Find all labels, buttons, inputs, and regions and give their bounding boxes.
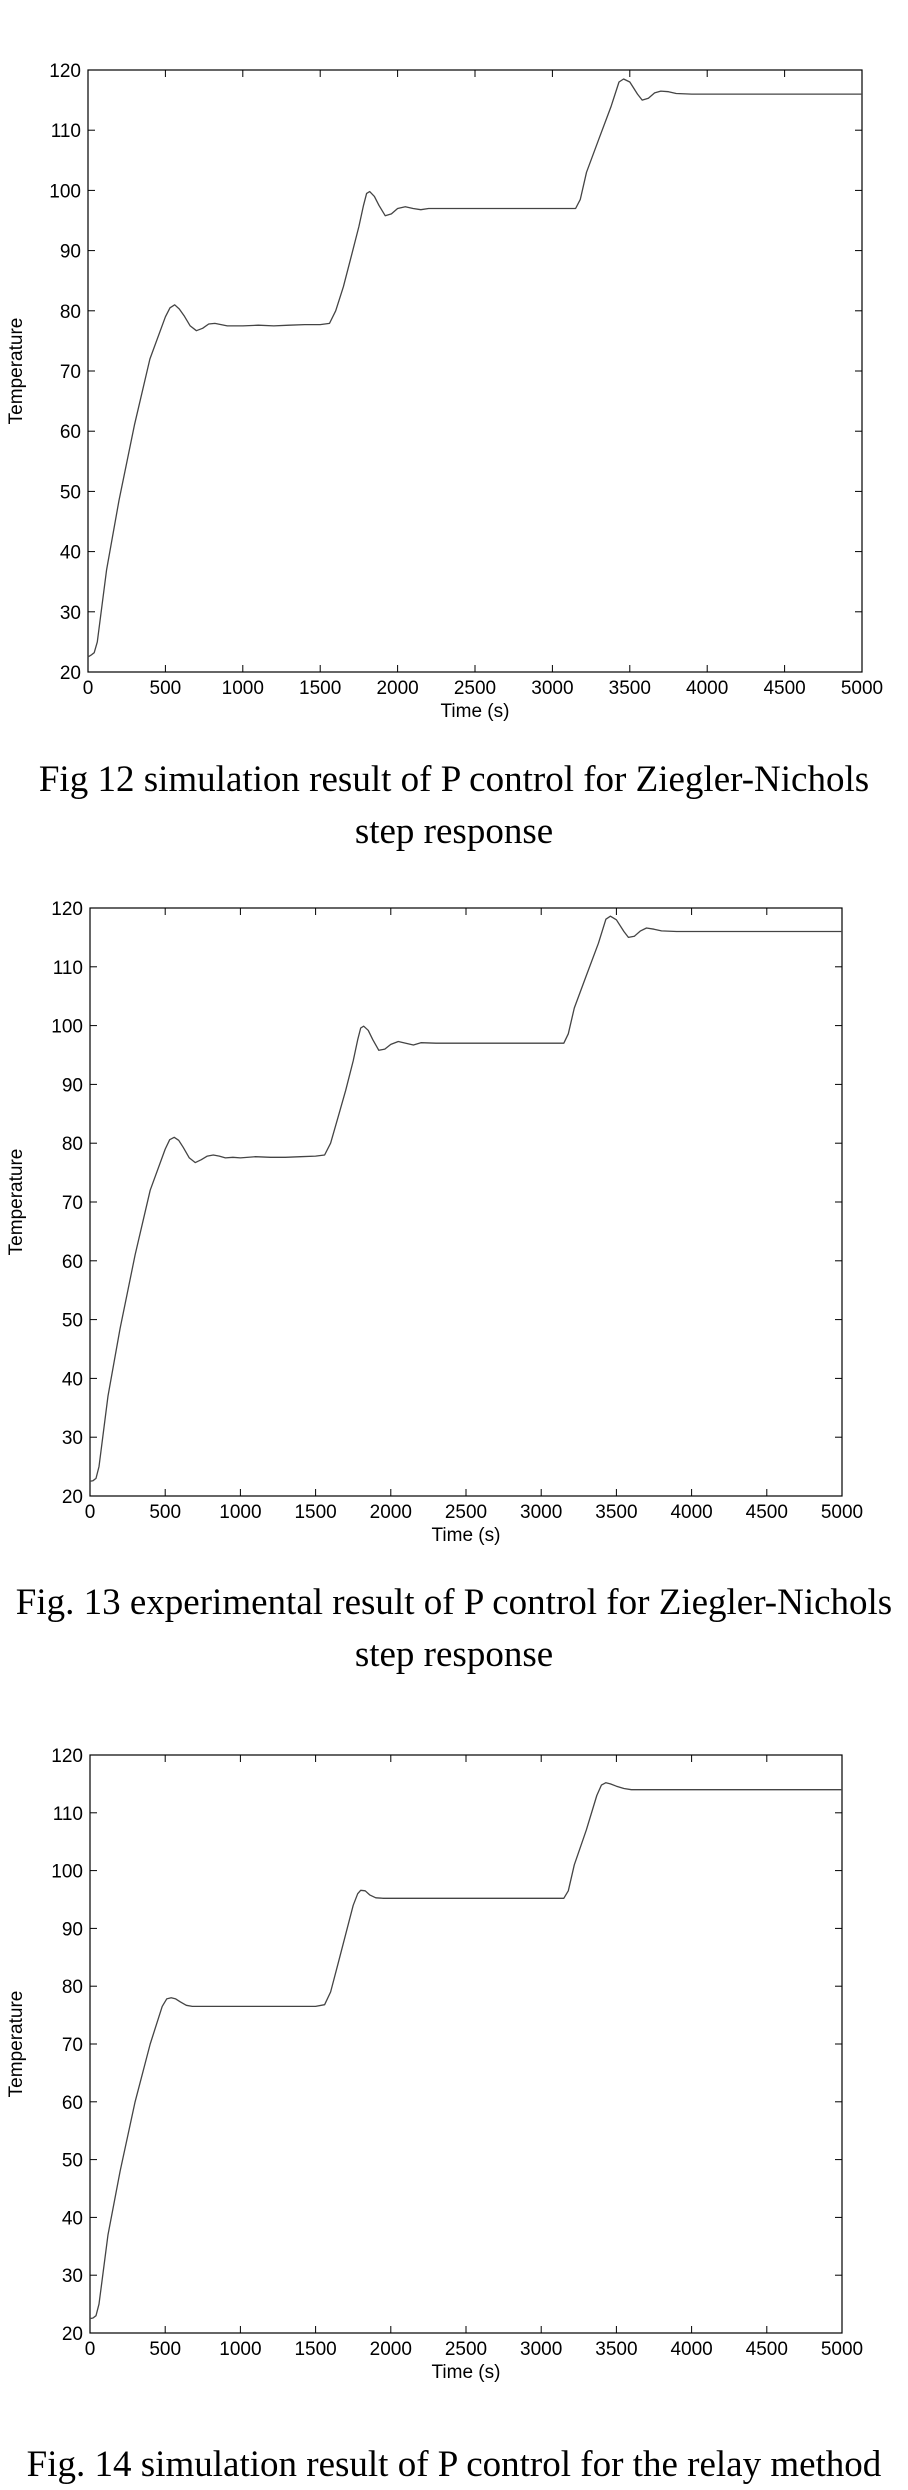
y-tick-label: 50 bbox=[62, 2151, 83, 2172]
y-axis-label: Temperature bbox=[6, 318, 27, 425]
chart-fig13: 0 500 1000 1500 2000 2500 3000 3500 4000 4500 5000… bbox=[6, 899, 863, 1546]
x-tick-label: 5000 bbox=[821, 1502, 863, 1523]
y-tick-label: 40 bbox=[62, 1369, 83, 1390]
x-tick-label: 500 bbox=[149, 2339, 181, 2360]
y-tick-label: 60 bbox=[62, 1252, 83, 1273]
x-tick-label: 3500 bbox=[595, 1502, 637, 1523]
y-tick-label: 20 bbox=[60, 663, 81, 684]
y-tick-label: 80 bbox=[62, 1134, 83, 1155]
y-tick-label: 30 bbox=[62, 2266, 83, 2287]
x-tick-label: 1500 bbox=[294, 1502, 336, 1523]
x-tick-label: 1000 bbox=[222, 678, 264, 699]
y-tick-label: 80 bbox=[62, 1977, 83, 1998]
temperature-line bbox=[87, 78, 862, 658]
x-tick-label: 3500 bbox=[595, 2339, 637, 2360]
x-tick-label: 3000 bbox=[531, 678, 573, 699]
y-tick-label: 50 bbox=[62, 1311, 83, 1332]
temperature-line bbox=[89, 915, 842, 1482]
x-tick-label: 5000 bbox=[821, 2339, 863, 2360]
y-tick-label: 120 bbox=[51, 1746, 83, 1767]
x-tick-label: 2500 bbox=[445, 2339, 487, 2360]
plot-frame bbox=[89, 907, 843, 1497]
y-tick-label: 40 bbox=[62, 2208, 83, 2229]
x-tick-label: 4500 bbox=[763, 678, 805, 699]
y-tick-label: 70 bbox=[62, 2035, 83, 2056]
y-tick-label: 100 bbox=[51, 1862, 83, 1883]
x-tick-label: 4000 bbox=[670, 1502, 712, 1523]
x-tick-label: 500 bbox=[149, 1502, 181, 1523]
x-tick-label: 4500 bbox=[746, 1502, 788, 1523]
chart-fig14: 0 500 1000 1500 2000 2500 3000 3500 4000 4500 5000… bbox=[6, 1746, 863, 2383]
y-tick-label: 90 bbox=[62, 1919, 83, 1940]
x-tick-label: 2000 bbox=[370, 1502, 412, 1523]
y-tick-label: 120 bbox=[51, 899, 83, 920]
caption-fig14-line1: Fig. 14 simulation result of P control f… bbox=[26, 2444, 882, 2485]
x-axis-label: Time (s) bbox=[432, 1525, 501, 1546]
x-tick-label: 500 bbox=[150, 678, 182, 699]
x-tick-label: 1000 bbox=[219, 1502, 261, 1523]
y-tick-label: 70 bbox=[60, 362, 81, 383]
y-tick-label: 80 bbox=[60, 302, 81, 323]
caption-fig13-line2: step response bbox=[354, 1634, 554, 1675]
caption-fig13-line1: Fig. 13 experimental result of P control… bbox=[15, 1582, 893, 1623]
chart-fig12: 0 500 1000 1500 2000 2500 3000 3500 4000 4500 5000… bbox=[6, 61, 883, 722]
caption-fig12-line2: step response bbox=[354, 811, 554, 852]
y-tick-label: 20 bbox=[62, 1487, 83, 1508]
y-tick-label: 50 bbox=[60, 482, 81, 503]
x-tick-label: 4500 bbox=[746, 2339, 788, 2360]
x-tick-label: 2000 bbox=[370, 2339, 412, 2360]
y-tick-label: 120 bbox=[49, 61, 81, 82]
plot-frame bbox=[87, 69, 863, 673]
x-tick-label: 5000 bbox=[841, 678, 883, 699]
y-tick-label: 100 bbox=[49, 181, 81, 202]
x-tick-label: 4000 bbox=[670, 2339, 712, 2360]
temperature-line bbox=[89, 1782, 842, 2320]
x-tick-label: 3000 bbox=[520, 1502, 562, 1523]
x-tick-label: 2000 bbox=[376, 678, 418, 699]
y-tick-label: 60 bbox=[62, 2093, 83, 2114]
x-tick-label: 0 bbox=[85, 1502, 96, 1523]
x-tick-label: 2500 bbox=[454, 678, 496, 699]
y-tick-label: 110 bbox=[51, 121, 81, 142]
y-tick-label: 40 bbox=[60, 543, 81, 564]
y-axis-label: Temperature bbox=[6, 1149, 27, 1256]
x-tick-label: 0 bbox=[85, 2339, 96, 2360]
y-tick-label: 30 bbox=[62, 1428, 83, 1449]
y-tick-label: 110 bbox=[53, 1804, 83, 1825]
x-tick-label: 0 bbox=[83, 678, 94, 699]
x-tick-label: 1500 bbox=[299, 678, 341, 699]
y-tick-label: 110 bbox=[53, 958, 83, 979]
x-tick-label: 2500 bbox=[445, 1502, 487, 1523]
x-tick-label: 3000 bbox=[520, 2339, 562, 2360]
y-tick-label: 70 bbox=[62, 1193, 83, 1214]
plot-frame bbox=[89, 1754, 843, 2334]
x-axis-label: Time (s) bbox=[441, 701, 510, 722]
y-tick-label: 60 bbox=[60, 422, 81, 443]
y-tick-label: 100 bbox=[51, 1017, 83, 1038]
caption-fig12-line1: Fig 12 simulation result of P control fo… bbox=[38, 759, 870, 800]
x-tick-label: 3500 bbox=[609, 678, 651, 699]
x-tick-label: 4000 bbox=[686, 678, 728, 699]
x-tick-label: 1000 bbox=[219, 2339, 261, 2360]
x-tick-label: 1500 bbox=[294, 2339, 336, 2360]
y-tick-label: 20 bbox=[62, 2324, 83, 2345]
y-axis-label: Temperature bbox=[6, 1991, 27, 2098]
y-tick-label: 90 bbox=[62, 1075, 83, 1096]
y-tick-label: 90 bbox=[60, 242, 81, 263]
x-axis-label: Time (s) bbox=[432, 2362, 501, 2383]
y-tick-label: 30 bbox=[60, 603, 81, 624]
